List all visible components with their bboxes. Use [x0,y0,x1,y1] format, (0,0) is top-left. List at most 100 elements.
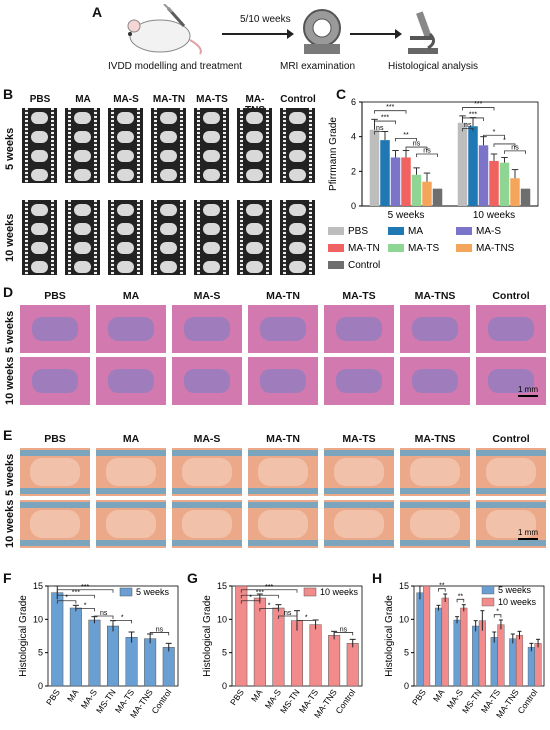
mri-vertebra [31,169,48,181]
mri-vertebra [74,150,91,162]
mri-edge [68,200,71,275]
sf-nucleus [410,458,460,486]
legend-label: 5 weeks [136,587,170,597]
mri-vertebra [117,169,134,181]
significance-label: ns [511,144,519,151]
bar [380,140,390,206]
bar [472,625,480,687]
mri-edge [137,108,140,183]
y-tick-label: 0 [38,681,43,691]
significance-label: *** [469,111,477,118]
significance-bracket [416,153,438,157]
sf-nucleus [334,510,384,538]
mri-edge [223,108,226,183]
significance-label: ns [100,610,108,617]
sf-endplate [20,488,90,494]
sf-endplate [172,502,242,508]
significance-bracket [395,138,417,142]
significance-bracket [112,620,132,624]
legend-swatch [303,587,317,597]
sf-endplate [476,502,546,508]
bar [489,160,499,206]
panel-label-c: C [336,86,347,102]
mri-vertebra [160,150,177,162]
he-col-label: MA-TNS [414,290,456,302]
mri-edge [266,108,269,183]
sf-scale-label: 1 mm [518,528,538,537]
he-nucleus [32,317,78,341]
mri-vertebra [117,242,134,254]
panel-label-e: E [3,427,13,443]
mri-image [280,108,315,183]
y-tick-label: 5 [38,648,43,658]
significance-label: ** [458,593,464,600]
sf-nucleus [30,510,80,538]
workflow-arrow-2 [350,29,402,39]
mri-vertebra [246,223,263,235]
mri-vertebra [74,261,91,273]
y-tick-label: 10 [217,614,227,624]
mri-vertebra [246,131,263,143]
mri-vertebra [203,150,220,162]
he-col-label: MA-S [193,290,221,302]
sf-endplate [96,488,166,494]
sf-endplate [172,488,242,494]
bar [490,637,498,687]
bar [346,643,359,687]
sf-nucleus [486,510,536,538]
sf-nucleus [182,510,232,538]
plot-frame [361,101,539,207]
mri-vertebra [74,169,91,181]
sf-endplate [20,502,90,508]
mri-image [108,200,143,275]
significance-label: ns [376,125,384,132]
significance-bracket [438,588,446,592]
mri-image [22,200,57,275]
significance-label: ns [156,626,164,633]
bar [235,585,248,687]
panel-label-a: A [92,4,103,20]
mri-vertebra [31,131,48,143]
he-nucleus [412,369,458,393]
mri-image [22,108,57,183]
significance-label: * [305,614,308,621]
mri-edge [51,200,54,275]
significance-bracket [75,607,95,612]
sf-endplate [324,488,394,494]
mri-vertebra [74,242,91,254]
he-nucleus [108,369,154,393]
sf-endplate [96,502,166,508]
sf-col-label: MA-TS [342,433,376,445]
bar [499,162,510,206]
bar [453,619,461,687]
sf-image [248,448,318,496]
x-tick-label: MA [249,687,265,703]
sf-endplate [476,450,546,456]
bar [162,647,175,687]
he-image [476,357,546,405]
bar [510,178,520,206]
mri-image [280,200,315,275]
mri-vertebra [160,169,177,181]
he-row-label: 10 weeks [4,356,16,405]
mri-edge [309,200,312,275]
he-scale-bar [518,395,538,397]
x-category-label: 10 weeks [473,210,515,221]
significance-bracket [374,110,407,114]
mri-vertebra [117,131,134,143]
sf-image [324,448,394,496]
he-image [172,305,242,353]
mri-vertebra [203,242,220,254]
legend-label: Control [348,260,380,271]
panel-label-g: G [187,570,198,586]
mri-vertebra [203,131,220,143]
he-col-label: MA-TN [266,290,300,302]
mri-row-label: 5 weeks [4,127,16,170]
legend-swatch [388,244,404,252]
sf-nucleus [334,458,384,486]
sf-col-label: MA-TNS [414,433,456,445]
significance-label: * [65,595,68,602]
significance-bracket [56,589,114,593]
workflow-step-1: IVDD modelling and treatment [108,61,242,72]
significance-label: ns [423,148,431,155]
